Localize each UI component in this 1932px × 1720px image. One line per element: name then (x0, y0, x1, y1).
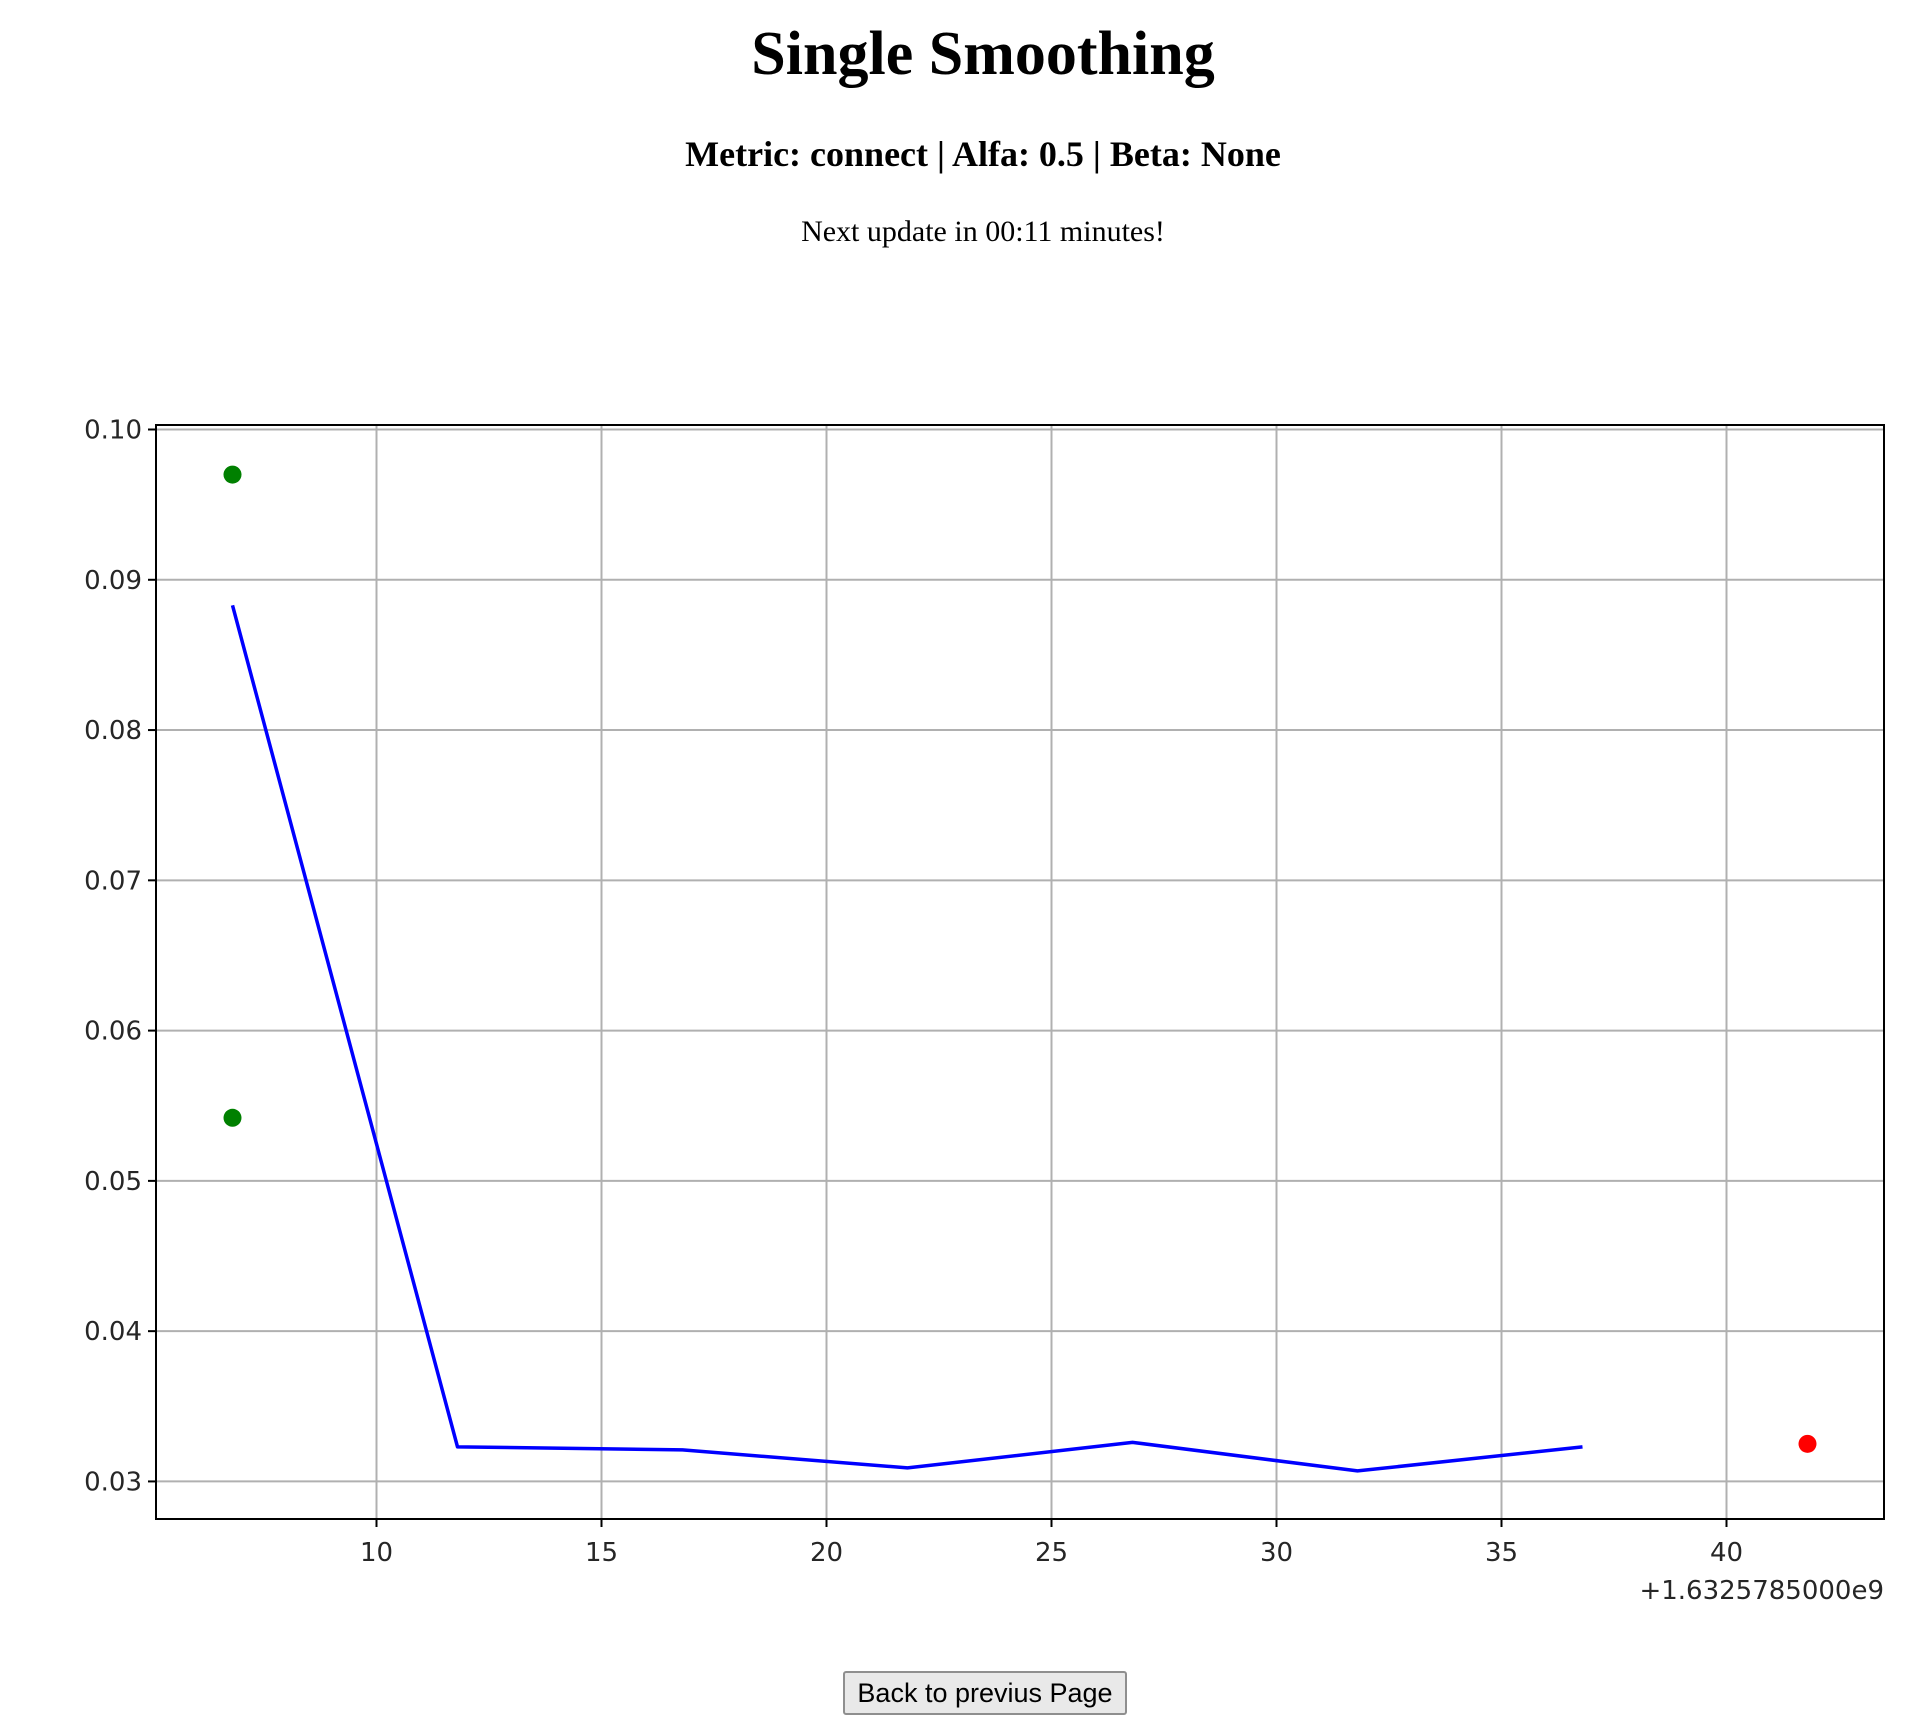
plot-frame (155, 424, 1885, 1520)
x-tick-label: 25 (1035, 1538, 1068, 1568)
y-tick-label: 0.07 (84, 866, 142, 896)
y-tick-label: 0.08 (84, 716, 142, 746)
x-tick-label: 30 (1260, 1538, 1293, 1568)
x-tick-label: 40 (1710, 1538, 1743, 1568)
forecast-point (1798, 1434, 1817, 1453)
y-tick-label: 0.06 (84, 1017, 142, 1047)
series-layer (223, 465, 1817, 1473)
data-point (223, 465, 242, 484)
grid-lines (156, 425, 1884, 1519)
x-tick-label: 20 (810, 1538, 843, 1568)
y-tick-label: 0.10 (84, 416, 142, 446)
axis-ticks: 10 15 20 25 30 35 40 0.03 0.04 0.05 0.06 0.07 0.08 0.… (84, 416, 1743, 1568)
data-point (223, 1108, 242, 1127)
back-button[interactable]: Back to previus Page (843, 1671, 1127, 1715)
x-tick-label: 10 (360, 1538, 393, 1568)
page-title: Single Smoothing (751, 20, 1215, 88)
x-tick-label: 35 (1485, 1538, 1518, 1568)
smoothed-line (230, 604, 1583, 1473)
x-tick-label: 15 (585, 1538, 618, 1568)
y-tick-label: 0.03 (84, 1467, 142, 1497)
metric-subtitle: Metric: connect | Alfa: 0.5 | Beta: None (685, 134, 1281, 174)
y-tick-label: 0.04 (84, 1317, 142, 1347)
y-tick-label: 0.09 (84, 566, 142, 596)
smoothing-chart: 10 15 20 25 30 35 40 0.03 0.04 0.05 0.06 0.07 0.08 0.… (84, 416, 1885, 1606)
x-offset-label: +1.6325785000e9 (1639, 1576, 1884, 1606)
update-countdown: Next update in 00:11 minutes! (801, 215, 1165, 248)
y-tick-label: 0.05 (84, 1167, 142, 1197)
